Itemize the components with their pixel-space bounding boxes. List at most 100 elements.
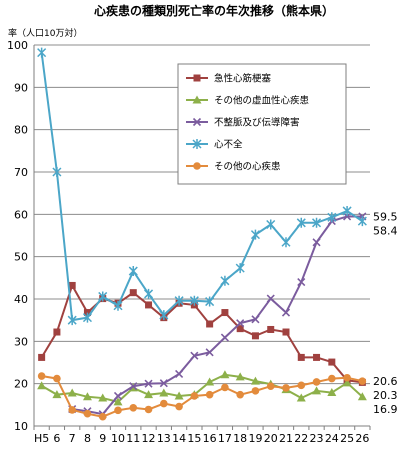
data-point — [251, 315, 260, 324]
series-5 — [37, 372, 367, 421]
x-tick-label: 25 — [340, 432, 354, 445]
x-tick-label: 13 — [157, 432, 171, 445]
y-tick-label: 100 — [7, 39, 28, 52]
data-point — [250, 229, 260, 240]
data-point — [220, 333, 229, 342]
data-point — [83, 409, 92, 418]
data-point — [251, 387, 260, 395]
data-point — [189, 295, 199, 306]
x-tick-label: 22 — [294, 432, 308, 445]
data-point — [37, 47, 47, 58]
data-point — [98, 291, 108, 302]
y-tick-label: 40 — [14, 293, 28, 306]
y-tick-label: 90 — [14, 81, 28, 94]
data-point — [128, 266, 138, 277]
data-point — [52, 167, 62, 177]
legend-label: その他の虚血性心疾患 — [214, 95, 309, 107]
data-point — [267, 325, 275, 333]
legend-item: 心不全 — [186, 139, 243, 151]
legend-label: 急性心筋梗塞 — [214, 73, 272, 85]
data-point — [82, 392, 92, 401]
x-tick-label: 6 — [53, 432, 60, 445]
x-tick-label: 8 — [84, 432, 91, 445]
x-tick-label: 23 — [310, 432, 324, 445]
data-point — [174, 391, 184, 400]
data-point — [193, 74, 201, 82]
data-point — [144, 288, 154, 299]
data-point — [67, 315, 77, 326]
series-2 — [37, 370, 367, 406]
x-tick-label: 19 — [248, 432, 262, 445]
data-point — [266, 294, 275, 303]
data-point — [68, 281, 76, 289]
y-tick-label: 70 — [14, 166, 28, 179]
series-line — [40, 282, 363, 384]
data-point — [358, 377, 367, 385]
data-point — [296, 393, 306, 402]
data-point — [113, 397, 123, 406]
data-point — [175, 402, 183, 411]
x-tick-label: 10 — [111, 432, 125, 445]
data-point — [67, 388, 77, 397]
x-tick-label: 15 — [187, 432, 201, 445]
data-point — [98, 393, 108, 402]
data-point — [159, 388, 169, 397]
data-point — [159, 379, 168, 388]
x-tick-label: 7 — [69, 432, 76, 445]
data-point — [220, 370, 230, 379]
x-tick-label: 18 — [233, 432, 247, 445]
series-1 — [38, 281, 366, 386]
x-tick-label: H5 — [34, 432, 49, 445]
data-point — [190, 392, 199, 400]
data-point — [297, 353, 305, 361]
data-point — [312, 386, 322, 395]
legend-item: 急性心筋梗塞 — [186, 73, 272, 85]
data-point — [236, 319, 245, 328]
y-tick-label: 80 — [14, 124, 28, 137]
data-point — [192, 117, 202, 127]
data-point — [220, 275, 230, 286]
data-point — [235, 263, 245, 274]
series-3 — [68, 212, 367, 419]
data-point — [192, 95, 202, 104]
end-value-label: 59.5 — [373, 210, 398, 223]
x-tick-label: 24 — [325, 432, 339, 445]
data-point — [113, 300, 123, 311]
legend-item: その他の虚血性心疾患 — [186, 95, 309, 107]
data-point — [282, 328, 290, 336]
data-point — [144, 379, 153, 388]
data-point — [82, 312, 92, 323]
series-4 — [37, 47, 367, 326]
legend-item: 不整脈及び伝導障害 — [186, 117, 300, 129]
data-point — [206, 320, 214, 328]
legend-label: 心不全 — [214, 139, 243, 151]
data-point — [328, 374, 336, 383]
y-tick-label: 50 — [14, 251, 28, 264]
data-point — [250, 376, 260, 385]
data-point — [145, 301, 153, 309]
x-tick-label: 20 — [264, 432, 278, 445]
data-point — [205, 390, 214, 399]
end-labels: 59.558.4 20.620.316.9 — [373, 210, 398, 416]
data-point — [281, 237, 291, 248]
data-point — [297, 278, 306, 287]
data-point — [37, 381, 47, 390]
data-point — [297, 381, 306, 390]
legend-label: その他の心疾患 — [214, 161, 281, 173]
data-point — [251, 332, 259, 340]
data-point — [342, 205, 352, 216]
data-point — [175, 369, 184, 378]
x-tick-label: 14 — [172, 432, 186, 445]
data-point — [114, 406, 122, 415]
data-point — [205, 377, 215, 386]
data-point — [312, 378, 321, 386]
data-point — [174, 295, 184, 306]
y-axis-label: 率（人口10万対） — [8, 27, 82, 39]
data-point — [296, 217, 306, 228]
y-tick-label: 10 — [14, 420, 28, 433]
data-point — [281, 308, 291, 317]
data-point — [328, 358, 336, 366]
data-point — [266, 219, 276, 230]
